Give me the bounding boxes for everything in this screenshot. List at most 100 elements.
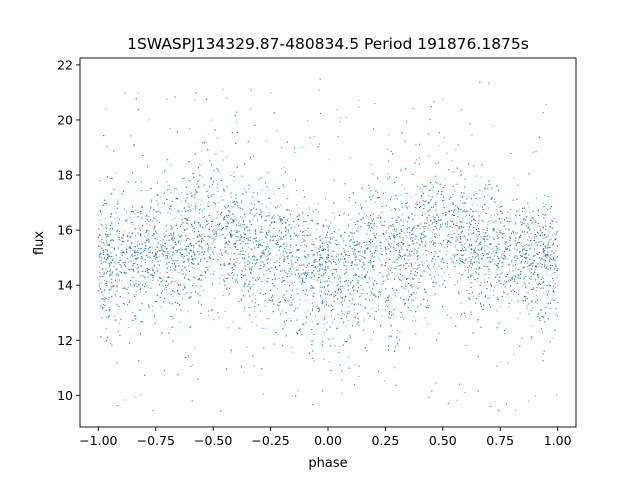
data-point <box>169 127 171 129</box>
data-point <box>117 203 119 205</box>
data-point <box>211 243 213 245</box>
data-point <box>253 238 255 240</box>
data-point <box>134 315 136 317</box>
data-point <box>371 258 373 260</box>
data-point <box>246 347 248 348</box>
data-point <box>390 242 392 244</box>
data-point <box>200 208 202 210</box>
data-point <box>136 271 138 273</box>
data-point <box>147 233 149 235</box>
data-point <box>356 265 358 267</box>
data-point <box>289 267 291 269</box>
data-point <box>472 273 474 275</box>
data-point <box>277 287 279 289</box>
data-point <box>550 268 552 270</box>
data-point <box>417 186 419 188</box>
data-point <box>259 211 261 213</box>
data-point <box>493 222 495 224</box>
data-point <box>504 280 506 282</box>
data-point <box>374 236 376 238</box>
data-point <box>359 296 361 297</box>
data-point <box>142 274 144 276</box>
data-point <box>299 281 301 283</box>
data-point <box>145 216 147 218</box>
data-point <box>260 289 262 291</box>
data-point <box>516 232 518 234</box>
data-point <box>252 214 254 215</box>
data-point <box>205 277 207 279</box>
data-point <box>106 267 108 269</box>
data-point <box>327 246 329 248</box>
data-point <box>233 215 235 217</box>
data-point <box>388 225 390 227</box>
data-point <box>306 266 308 268</box>
data-point <box>412 241 414 243</box>
data-point <box>502 262 504 264</box>
data-point <box>115 212 117 214</box>
data-point <box>122 238 124 240</box>
data-point <box>467 196 469 198</box>
data-point <box>105 230 107 232</box>
data-point <box>244 224 246 226</box>
data-point <box>454 246 456 248</box>
data-point <box>174 280 176 282</box>
data-point <box>473 229 475 231</box>
data-point <box>460 208 462 210</box>
data-point <box>418 264 420 266</box>
data-point <box>177 262 179 264</box>
data-point <box>434 259 436 261</box>
data-point <box>476 240 478 242</box>
data-point <box>237 249 239 251</box>
data-point <box>424 289 426 291</box>
data-point <box>476 204 478 206</box>
data-point <box>165 234 167 236</box>
data-point <box>189 238 191 240</box>
data-point <box>99 266 101 268</box>
data-point <box>510 220 512 222</box>
data-point <box>313 135 315 137</box>
data-point <box>477 320 479 322</box>
data-point <box>544 229 546 231</box>
data-point <box>253 283 255 285</box>
data-point <box>288 249 290 251</box>
data-point <box>298 277 300 279</box>
data-point <box>358 242 360 244</box>
data-point <box>445 253 447 255</box>
data-point <box>304 257 306 259</box>
data-point <box>460 278 462 280</box>
data-point <box>535 220 537 222</box>
data-point <box>120 266 122 268</box>
data-point <box>394 292 396 294</box>
data-point <box>323 305 325 307</box>
data-point <box>472 250 474 252</box>
data-point <box>244 189 246 191</box>
data-point <box>148 230 150 232</box>
data-point <box>117 199 119 201</box>
data-point <box>394 367 396 369</box>
data-point <box>527 266 529 268</box>
data-point <box>109 224 111 226</box>
data-point <box>287 232 289 234</box>
data-point <box>244 216 246 218</box>
data-point <box>212 220 214 222</box>
data-point <box>503 253 505 255</box>
data-point <box>341 258 343 260</box>
data-point <box>537 210 539 212</box>
data-point <box>291 210 293 212</box>
data-point <box>430 220 432 222</box>
data-point <box>296 288 298 290</box>
data-point <box>178 211 180 213</box>
data-point <box>100 306 102 308</box>
data-point <box>345 116 347 118</box>
data-point <box>190 210 192 212</box>
data-point <box>149 250 151 252</box>
data-point <box>415 193 417 195</box>
data-point <box>348 356 350 358</box>
data-point <box>299 245 301 247</box>
data-point <box>203 208 205 210</box>
data-point <box>467 239 469 241</box>
data-point <box>238 240 240 241</box>
data-point <box>459 196 461 198</box>
data-point <box>340 269 342 271</box>
data-point <box>137 245 139 247</box>
